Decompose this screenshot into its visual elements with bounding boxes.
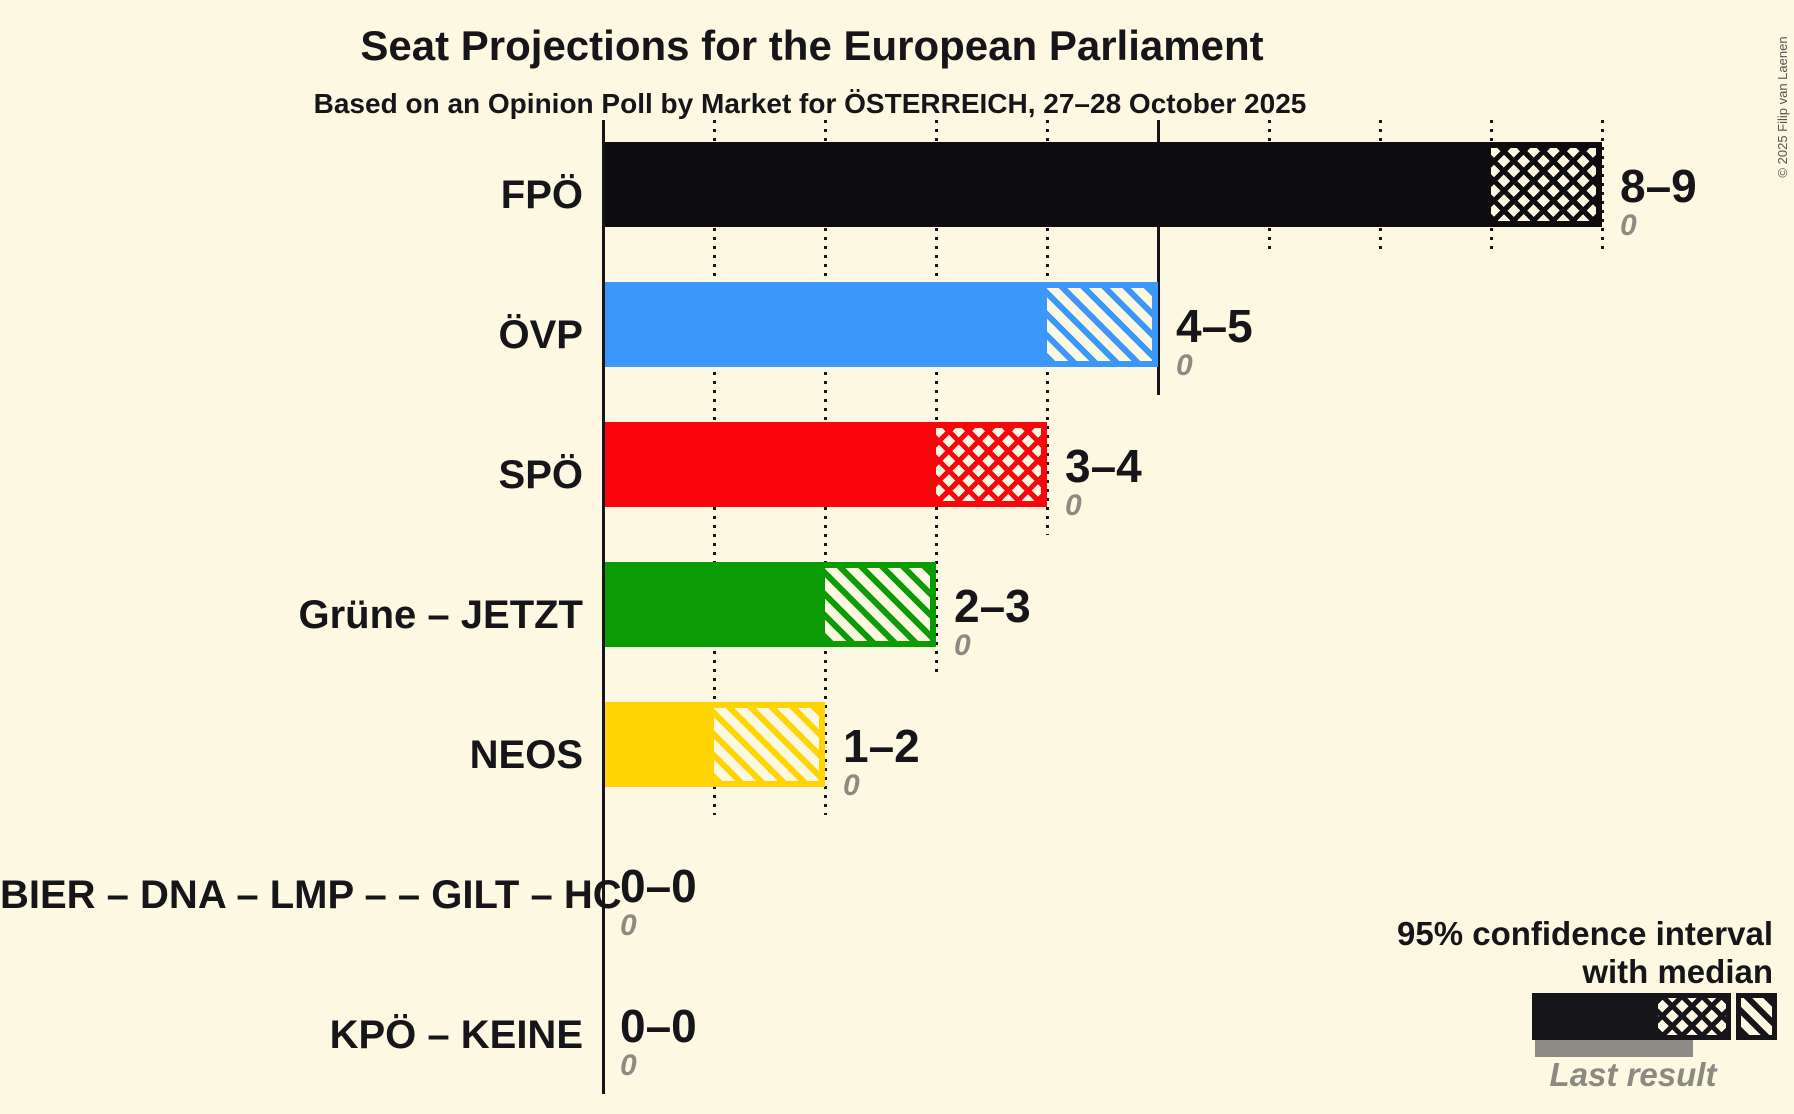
seat-gridline	[1600, 120, 1604, 255]
legend-ci-line1: 95% confidence interval	[1397, 915, 1773, 952]
copyright-note: © 2025 Filip van Laenen	[1775, 36, 1790, 178]
last-result-value: 0	[1176, 349, 1193, 382]
majority-marker-line	[1156, 120, 1160, 395]
legend-ci-sample-bar	[1532, 993, 1777, 1040]
seat-bar	[603, 561, 936, 647]
value-label: 3–4	[1065, 440, 1142, 492]
legend-last-result-bar	[1535, 1040, 1693, 1057]
legend-diagonal-segment	[1736, 993, 1777, 1040]
last-result-value: 0	[1065, 489, 1082, 522]
party-label: ÖVP	[498, 313, 583, 357]
last-result-value: 0	[1620, 209, 1637, 242]
party-label: SPÖ	[498, 453, 583, 497]
legend-solid-segment	[1532, 993, 1653, 1040]
party-label: Grüne – JETZT	[298, 593, 584, 637]
party-label: FPÖ	[500, 173, 583, 217]
last-result-value: 0	[620, 1049, 637, 1082]
confidence-interval-hatch	[1491, 141, 1602, 227]
value-label: 4–5	[1176, 300, 1253, 352]
seat-bar	[603, 701, 825, 787]
value-label: 2–3	[954, 580, 1031, 632]
value-label: 0–0	[620, 1000, 697, 1052]
y-axis-line	[601, 120, 605, 1094]
party-label: BIER – DNA – LMP – – GILT – HC	[0, 873, 622, 917]
last-result-value: 0	[843, 769, 860, 802]
confidence-interval-hatch	[714, 701, 825, 787]
confidence-interval-hatch	[825, 561, 936, 647]
legend-ci-line2: with median	[1582, 953, 1773, 990]
legend-last-result-label: Last result	[1549, 1056, 1717, 1093]
last-result-value: 0	[620, 909, 637, 942]
party-label: KPÖ – KEINE	[329, 1013, 583, 1057]
chart-title: Seat Projections for the European Parlia…	[360, 22, 1264, 69]
value-label: 0–0	[620, 860, 697, 912]
seat-gridline	[934, 120, 938, 675]
seat-bar	[603, 421, 1047, 507]
value-label: 1–2	[843, 720, 920, 772]
chart-subtitle: Based on an Opinion Poll by Market for Ö…	[313, 88, 1307, 119]
confidence-interval-hatch	[936, 421, 1047, 507]
seat-bar	[603, 281, 1158, 367]
last-result-value: 0	[954, 629, 971, 662]
confidence-interval-hatch	[1047, 281, 1158, 367]
value-label: 8–9	[1620, 160, 1697, 212]
seat-bar	[603, 141, 1602, 227]
legend-crosshatch-segment	[1653, 993, 1731, 1040]
party-label: NEOS	[469, 733, 583, 777]
